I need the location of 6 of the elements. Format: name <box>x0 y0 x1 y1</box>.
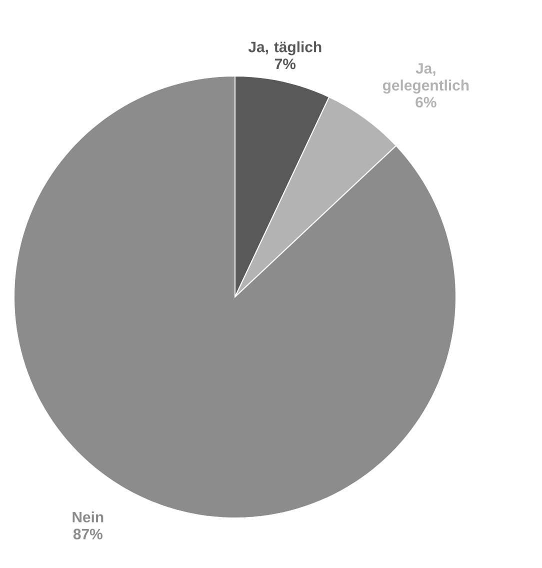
data-label: 6% <box>416 96 436 108</box>
slice-label: Ja, täglich <box>248 41 322 56</box>
slice-label: Nein <box>72 511 104 522</box>
slice-label: Ja, gelegentlich <box>382 63 469 94</box>
data-label: 87% <box>73 528 102 540</box>
data-label: 7% <box>274 58 296 70</box>
